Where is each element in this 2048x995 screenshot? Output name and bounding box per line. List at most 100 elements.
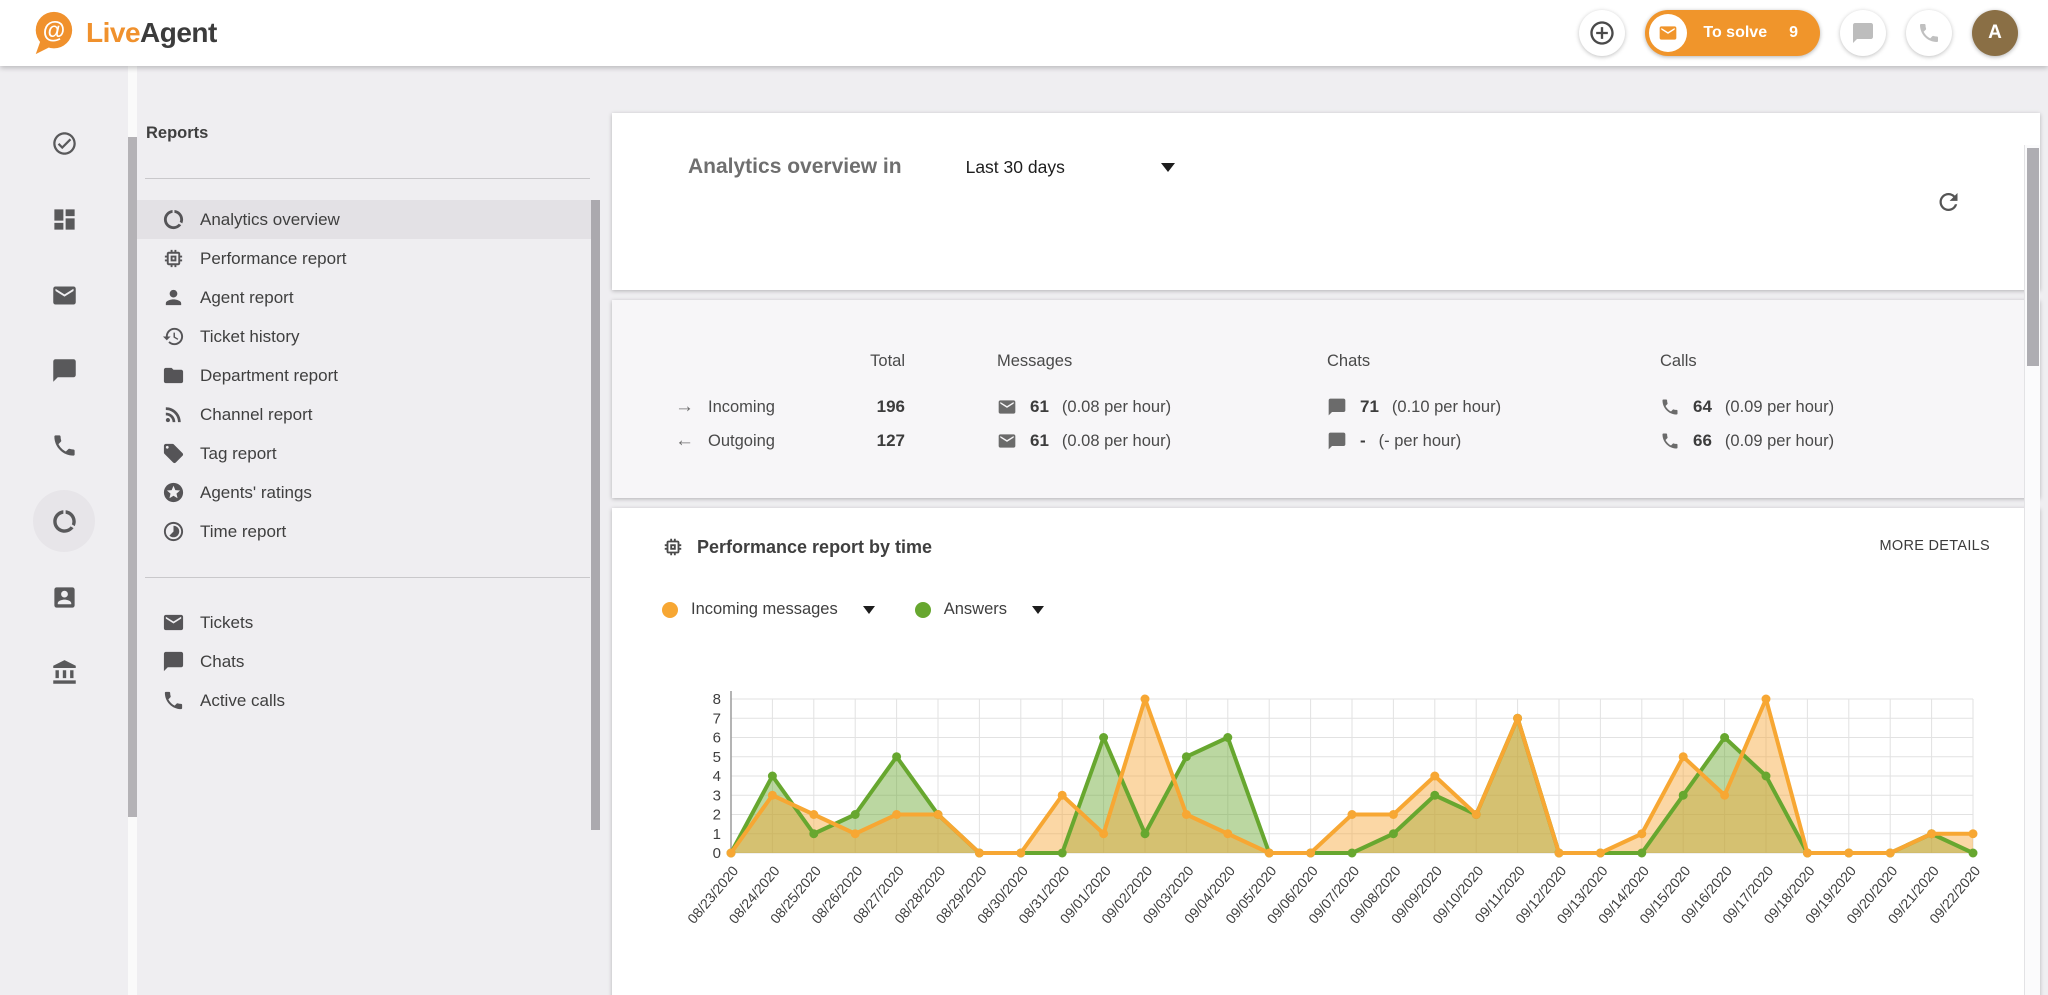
to-solve-label: To solve (1703, 24, 1768, 41)
sidebar-item-tag-report[interactable]: Tag report (137, 434, 600, 473)
history-icon (162, 327, 184, 346)
legend-dot-orange (662, 601, 678, 618)
more-details-link[interactable]: MORE DETAILS (1879, 538, 1990, 554)
sidebar-scrollbar-thumb[interactable] (591, 200, 600, 830)
chats-button[interactable] (1840, 10, 1886, 56)
calls-button[interactable] (1906, 10, 1952, 56)
phone-icon (53, 434, 75, 456)
top-bar: @ LiveAgent To solve 9 A (0, 0, 2048, 66)
analytics-header-card: Analytics overview in Last 30 days (612, 113, 2040, 290)
main-scrollbar-thumb[interactable] (2027, 148, 2039, 366)
sidebar-item-channel-report[interactable]: Channel report (137, 395, 600, 434)
sidebar-item-performance-report[interactable]: Performance report (137, 239, 600, 278)
refresh-button[interactable] (1935, 188, 1962, 215)
chat-icon (163, 651, 184, 672)
svg-text:7: 7 (713, 710, 721, 727)
svg-text:@: @ (43, 17, 65, 43)
chevron-down-icon (862, 605, 875, 614)
sidebar-item-department-report[interactable]: Department report (137, 356, 600, 395)
column-header-messages: Messages (997, 351, 1073, 370)
legend-incoming-messages[interactable]: Incoming messages (662, 600, 875, 619)
rail-scrollbar-thumb[interactable] (128, 137, 137, 817)
reports-sidebar: Reports Analytics overview Performance re… (137, 66, 600, 995)
performance-report-card: Performance report by time MORE DETAILS … (612, 508, 2040, 995)
sidebar-menu-live: Tickets Chats Active calls (137, 603, 600, 720)
icon-rail (0, 66, 128, 995)
legend-answers[interactable]: Answers (914, 600, 1045, 619)
rail-scrollbar[interactable] (128, 66, 137, 995)
timelapse-icon (163, 521, 184, 542)
liveagent-bubble-icon: @ (35, 11, 73, 55)
sidebar-item-time-report[interactable]: Time report (137, 512, 600, 551)
outgoing-calls-stat: 66 (0.09 per hour) (1660, 424, 1990, 458)
rss-icon (165, 407, 181, 423)
column-header-total: Total (870, 351, 905, 370)
svg-text:2: 2 (713, 807, 721, 824)
check-circle-icon (52, 131, 76, 155)
sidebar-item-analytics-overview[interactable]: Analytics overview (137, 200, 600, 239)
mail-icon (997, 397, 1017, 417)
sidebar-title: Reports (146, 124, 209, 142)
sidebar-item-chats[interactable]: Chats (137, 642, 600, 681)
chart-section-title: Performance report by time (697, 536, 933, 557)
to-solve-button[interactable]: To solve 9 (1645, 10, 1820, 56)
refresh-icon (1939, 192, 1958, 211)
column-header-calls: Calls (1660, 351, 1697, 370)
sidebar-item-agents-ratings[interactable]: Agents' ratings (137, 473, 600, 512)
svg-text:3: 3 (713, 787, 721, 804)
sidebar-item-ticket-history[interactable]: Ticket history (137, 317, 600, 356)
content-area: Reports Analytics overview Performance re… (0, 66, 2048, 995)
outgoing-total: 127 (876, 431, 905, 450)
incoming-chats-stat: 71 (0.10 per hour) (1327, 390, 1660, 424)
rail-item-chats[interactable] (33, 339, 95, 401)
add-button[interactable] (1579, 10, 1626, 56)
outgoing-chats-stat: - (- per hour) (1327, 424, 1660, 458)
performance-chart: 0 1 2 3 4 5 6 7 8 08/23/2020 08/24/2020 08/25/2020 0… (612, 668, 2007, 995)
phone-icon (1660, 397, 1680, 417)
incoming-calls-stat: 64 (0.09 per hour) (1660, 390, 1990, 424)
page-title: Analytics overview in (688, 155, 902, 178)
rail-item-calls[interactable] (33, 414, 95, 476)
rail-item-company[interactable] (33, 641, 95, 703)
main-scrollbar[interactable] (2024, 145, 2040, 995)
rail-item-reports[interactable] (33, 490, 95, 552)
sidebar-scrollbar[interactable] (591, 66, 600, 995)
date-range-select[interactable]: Last 30 days (966, 157, 1175, 178)
totals-card: Total Messages Chats Calls → Incoming 19… (612, 300, 2040, 498)
bank-icon (52, 659, 76, 684)
sidebar-item-active-calls[interactable]: Active calls (137, 681, 600, 720)
rail-item-dashboard[interactable] (33, 188, 95, 250)
folder-icon (163, 367, 184, 384)
incoming-row-label: → Incoming (675, 396, 775, 417)
to-solve-count: 9 (1789, 24, 1798, 41)
tag-icon (163, 443, 184, 464)
svg-text:4: 4 (713, 768, 721, 785)
chat-icon (1327, 397, 1347, 417)
svg-text:8: 8 (713, 691, 721, 708)
divider (145, 178, 590, 179)
mail-icon (163, 614, 184, 631)
svg-text:1: 1 (713, 826, 721, 843)
chat-icon (1853, 23, 1873, 43)
chat-icon (52, 358, 76, 382)
outgoing-messages-stat: 61 (0.08 per hour) (997, 424, 1327, 458)
mail-icon (997, 431, 1017, 451)
user-avatar[interactable]: A (1972, 10, 2018, 56)
rail-item-customers[interactable] (33, 566, 95, 628)
mail-icon (1649, 14, 1688, 52)
rail-item-tickets[interactable] (33, 264, 95, 326)
chip-icon (664, 538, 682, 556)
chip-icon (164, 249, 183, 268)
divider (145, 577, 590, 578)
chevron-down-icon (1032, 605, 1045, 614)
chat-icon (1327, 431, 1347, 451)
sidebar-item-agent-report[interactable]: Agent report (137, 278, 600, 317)
sidebar-item-tickets[interactable]: Tickets (137, 603, 600, 642)
phone-icon (1920, 24, 1938, 42)
brand-name: LiveAgent (86, 17, 217, 48)
mail-icon (52, 286, 76, 304)
legend-dot-green (914, 601, 931, 618)
phone-icon (1660, 431, 1680, 451)
star-circle-icon (163, 482, 184, 503)
rail-item-to-solve[interactable] (33, 112, 95, 174)
